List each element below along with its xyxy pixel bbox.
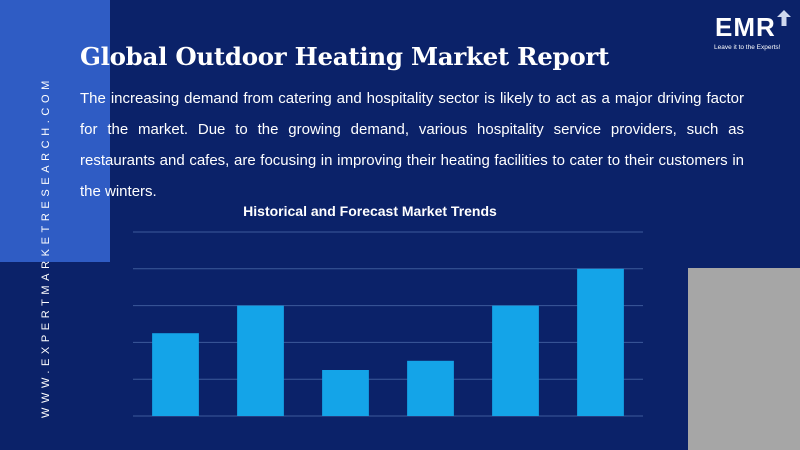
chart-bar-3	[322, 370, 369, 416]
chart-bar-5	[492, 305, 539, 416]
chart-bar-4	[407, 360, 454, 416]
accent-block	[0, 0, 110, 262]
logo-text: EMR	[715, 12, 776, 42]
upward-arrow-icon	[777, 10, 791, 26]
chart-title: Historical and Forecast Market Trends	[243, 203, 497, 219]
report-description: The increasing demand from catering and …	[80, 90, 744, 200]
chart-bar-1	[152, 333, 199, 416]
emr-logo[interactable]: EMR Leave it to the Experts!	[703, 10, 793, 56]
chart-bar-2	[237, 305, 284, 416]
gray-block	[688, 268, 800, 450]
page-title: Global Outdoor Heating Market Report	[80, 42, 610, 71]
chart-bar-6	[577, 268, 624, 416]
logo-tagline: Leave it to the Experts!	[714, 44, 781, 51]
